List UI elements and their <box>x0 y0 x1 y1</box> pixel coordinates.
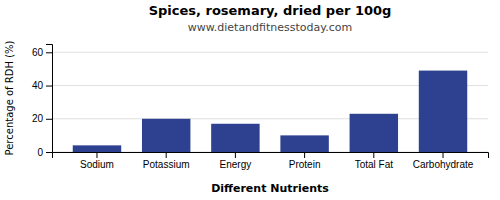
x-axis: Sodium Potassium Energy Protein Total Fat Car… <box>53 152 489 170</box>
y-axis-line <box>46 45 53 153</box>
x-tick-mark <box>96 152 97 158</box>
y-tick-label: 0 <box>37 147 43 158</box>
x-tick-mark <box>304 152 305 158</box>
x-tick: Energy <box>220 152 252 170</box>
y-tick-mark <box>46 152 52 153</box>
y-tick-mark <box>46 119 52 120</box>
x-axis-title: Different Nutrients <box>211 182 329 195</box>
x-tick-label: Carbohydrate <box>413 159 474 170</box>
y-axis: 0 20 40 60 <box>32 45 53 158</box>
x-tick-mark <box>235 152 236 158</box>
y-tick: 0 <box>37 147 52 158</box>
y-axis-title: Percentage of RDH (%) <box>4 40 15 155</box>
x-tick-label: Energy <box>220 159 252 170</box>
x-tick: Protein <box>289 152 321 170</box>
x-tick-mark <box>373 152 374 158</box>
x-tick-label: Total Fat <box>355 159 394 170</box>
x-tick-label: Sodium <box>80 159 114 170</box>
title: Spices, rosemary, dried per 100g <box>149 3 392 18</box>
x-tick: Carbohydrate <box>413 152 474 170</box>
bar <box>142 119 190 152</box>
x-tick-mark <box>443 152 444 158</box>
y-tick: 40 <box>32 80 52 91</box>
x-tick-label: Protein <box>289 159 321 170</box>
x-tick: Sodium <box>80 152 114 170</box>
y-tick-label: 20 <box>32 113 44 124</box>
plot: 0 20 40 60 Sodium Potassium Energy Protein Total… <box>32 45 489 171</box>
x-axis-line <box>53 153 489 159</box>
x-tick: Potassium <box>143 152 190 170</box>
bars <box>73 71 467 152</box>
subtitle: www.dietandfitnesstoday.com <box>188 21 352 34</box>
bar <box>73 145 121 152</box>
bar <box>211 124 259 152</box>
y-tick-label: 60 <box>32 47 44 58</box>
grid <box>52 52 488 152</box>
bar <box>350 114 398 152</box>
bar <box>419 71 467 152</box>
x-tick-mark <box>166 152 167 158</box>
grid-line <box>52 52 488 53</box>
y-tick-label: 40 <box>32 80 44 91</box>
y-tick-mark <box>46 86 52 87</box>
chart: 0 20 40 60 Sodium Potassium Energy Protein Total… <box>0 0 500 200</box>
x-tick-label: Potassium <box>143 159 190 170</box>
y-tick: 60 <box>32 47 52 58</box>
x-tick: Total Fat <box>355 152 394 170</box>
y-tick-mark <box>46 52 52 53</box>
y-tick: 20 <box>32 113 52 124</box>
bar <box>280 135 328 152</box>
